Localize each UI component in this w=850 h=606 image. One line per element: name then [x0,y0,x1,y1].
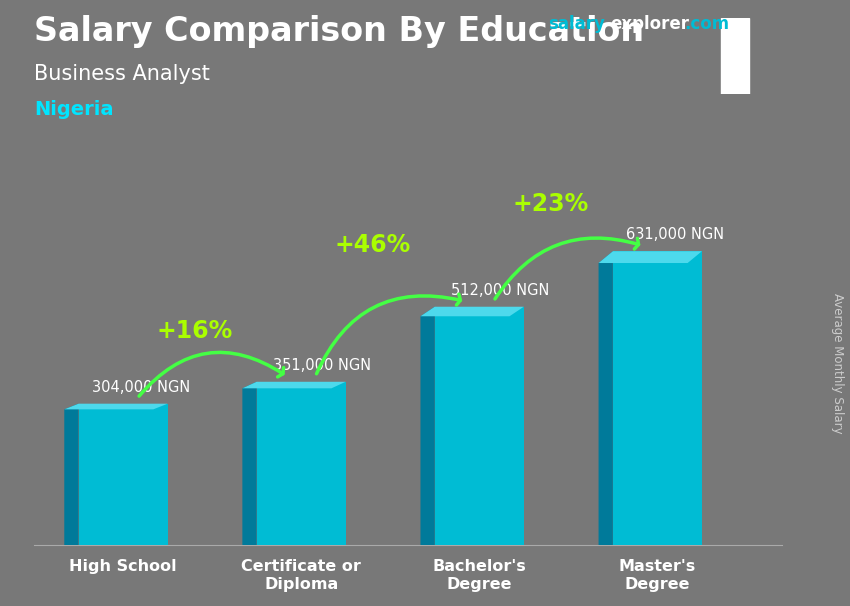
Bar [721,18,750,94]
Bar [78,404,167,545]
Polygon shape [421,307,434,545]
Text: 631,000 NGN: 631,000 NGN [626,227,724,242]
Polygon shape [242,382,257,545]
Text: 351,000 NGN: 351,000 NGN [274,358,371,373]
Text: 304,000 NGN: 304,000 NGN [92,379,190,395]
Polygon shape [65,404,78,545]
Bar [434,307,524,545]
Text: +16%: +16% [156,319,232,343]
Text: salary: salary [548,15,605,33]
Text: explorer: explorer [610,15,689,33]
Bar [257,382,346,545]
Text: Average Monthly Salary: Average Monthly Salary [830,293,844,434]
Bar [613,251,702,545]
Polygon shape [421,307,524,316]
Polygon shape [598,251,613,545]
Text: Nigeria: Nigeria [34,100,114,119]
Text: 512,000 NGN: 512,000 NGN [451,282,550,298]
Text: +46%: +46% [334,233,411,257]
Text: .com: .com [684,15,729,33]
Text: Salary Comparison By Education: Salary Comparison By Education [34,15,644,48]
Polygon shape [242,382,346,388]
Text: +23%: +23% [513,192,588,216]
Polygon shape [598,251,702,263]
Polygon shape [65,404,167,410]
Text: Business Analyst: Business Analyst [34,64,210,84]
